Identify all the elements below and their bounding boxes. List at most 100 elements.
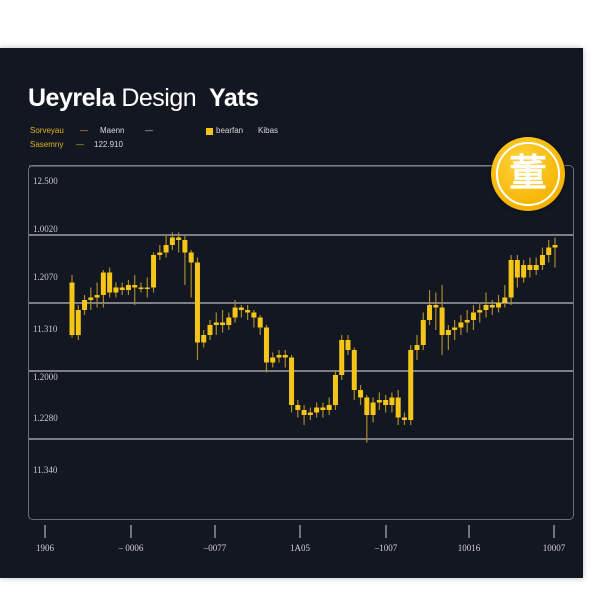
candle-body xyxy=(194,262,200,343)
candle-body xyxy=(445,330,451,335)
chart-title: Ueyrela Design Yats xyxy=(28,84,259,113)
legend-label-1: Sorveyau xyxy=(30,126,64,135)
candle-body xyxy=(470,312,476,320)
coin-ring xyxy=(496,142,560,206)
candle-body xyxy=(452,327,458,330)
candle-body xyxy=(245,310,251,313)
candle-body xyxy=(238,307,244,310)
y-tick-label: 1.2280 xyxy=(33,413,58,423)
candle-body xyxy=(464,320,470,323)
candle-body xyxy=(546,247,552,255)
candle-body xyxy=(270,357,276,363)
legend-value-dash-1: — xyxy=(145,126,153,135)
candle-body xyxy=(345,340,351,350)
candle-body xyxy=(527,265,533,270)
candle-body xyxy=(251,312,257,318)
candle-body xyxy=(339,340,345,375)
candle-body xyxy=(75,310,81,335)
legend-dash-1: — xyxy=(80,126,88,135)
candle-body xyxy=(326,405,332,410)
legend-swatch xyxy=(206,128,213,135)
legend-series-label: bearfan xyxy=(216,126,244,135)
x-tick-label: 1A05 xyxy=(290,543,310,553)
y-tick-label: 1.2000 xyxy=(33,372,58,382)
candle-body xyxy=(301,410,307,415)
y-tick-label: 11.310 xyxy=(33,324,58,334)
candle-body xyxy=(220,322,226,325)
x-tick-label: 10007 xyxy=(542,543,566,553)
y-tick-label: 1.0020 xyxy=(33,224,58,234)
candle-body xyxy=(307,412,313,415)
legend-series-extra: Kibas xyxy=(258,126,279,135)
candle-body xyxy=(351,350,357,390)
candle-body xyxy=(433,305,439,308)
title-regular: Design xyxy=(121,84,197,112)
candle-body xyxy=(201,335,207,343)
candle-body xyxy=(358,390,364,398)
candle-body xyxy=(427,305,433,320)
candle-body xyxy=(539,255,545,265)
candle-body xyxy=(226,317,232,325)
legend-value-2: 122.910 xyxy=(94,140,123,149)
candle-body xyxy=(125,285,131,290)
candle-body xyxy=(100,272,106,295)
candle-body xyxy=(521,265,527,278)
candle-body xyxy=(69,282,75,335)
title-suffix: Yats xyxy=(209,84,259,112)
candle-body xyxy=(496,302,502,308)
candle-body xyxy=(332,375,338,405)
candle-body xyxy=(151,255,157,288)
candle-body xyxy=(483,305,489,310)
x-tick-label: –1007 xyxy=(374,543,398,553)
x-tick-label: 1906 xyxy=(36,543,54,553)
title-bold: Ueyrela xyxy=(28,84,115,112)
candle-body xyxy=(188,252,194,263)
candle-body xyxy=(169,237,175,245)
candle-body xyxy=(94,295,100,298)
candle-body xyxy=(401,417,407,420)
candle-body xyxy=(364,397,370,415)
candle-body xyxy=(119,287,125,290)
candle-body xyxy=(533,265,539,270)
coin-logo: 董 xyxy=(491,137,565,211)
candle-body xyxy=(389,397,395,405)
candle-body xyxy=(508,260,514,298)
candle-body xyxy=(276,355,282,358)
candle-body xyxy=(144,287,150,289)
candle-body xyxy=(176,237,182,240)
candle-body xyxy=(107,272,113,293)
candle-body xyxy=(414,345,420,350)
candle-body xyxy=(138,287,144,289)
candle-body xyxy=(282,355,288,358)
x-tick-label: –0077 xyxy=(203,543,227,553)
candle-body xyxy=(514,260,520,278)
candle-body xyxy=(552,245,558,248)
candle-body xyxy=(88,297,94,300)
candle-body xyxy=(439,307,445,335)
candle-body xyxy=(257,317,263,328)
candle-body xyxy=(207,325,213,335)
candle-body xyxy=(113,287,119,293)
candle-body xyxy=(232,307,238,318)
candle-body xyxy=(132,285,138,288)
candle-body xyxy=(370,402,376,415)
candle-body xyxy=(289,357,295,405)
candle-body xyxy=(163,245,169,253)
candle-body xyxy=(420,320,426,345)
candle-body xyxy=(502,297,508,303)
candle-body xyxy=(376,400,382,403)
candle-body xyxy=(82,300,88,310)
candle-body xyxy=(383,400,389,405)
candle-body xyxy=(320,407,326,410)
legend-label-2: Sasemny xyxy=(30,140,64,149)
legend-value-1: Maenn xyxy=(100,126,125,135)
candle-body xyxy=(263,327,269,363)
candle-body xyxy=(314,407,320,413)
coin-glyph: 董 xyxy=(508,151,547,195)
candle-body xyxy=(213,322,219,325)
candle-body xyxy=(489,305,495,308)
candle-body xyxy=(182,240,188,253)
candle-body xyxy=(295,405,301,410)
candle-body xyxy=(408,350,414,420)
